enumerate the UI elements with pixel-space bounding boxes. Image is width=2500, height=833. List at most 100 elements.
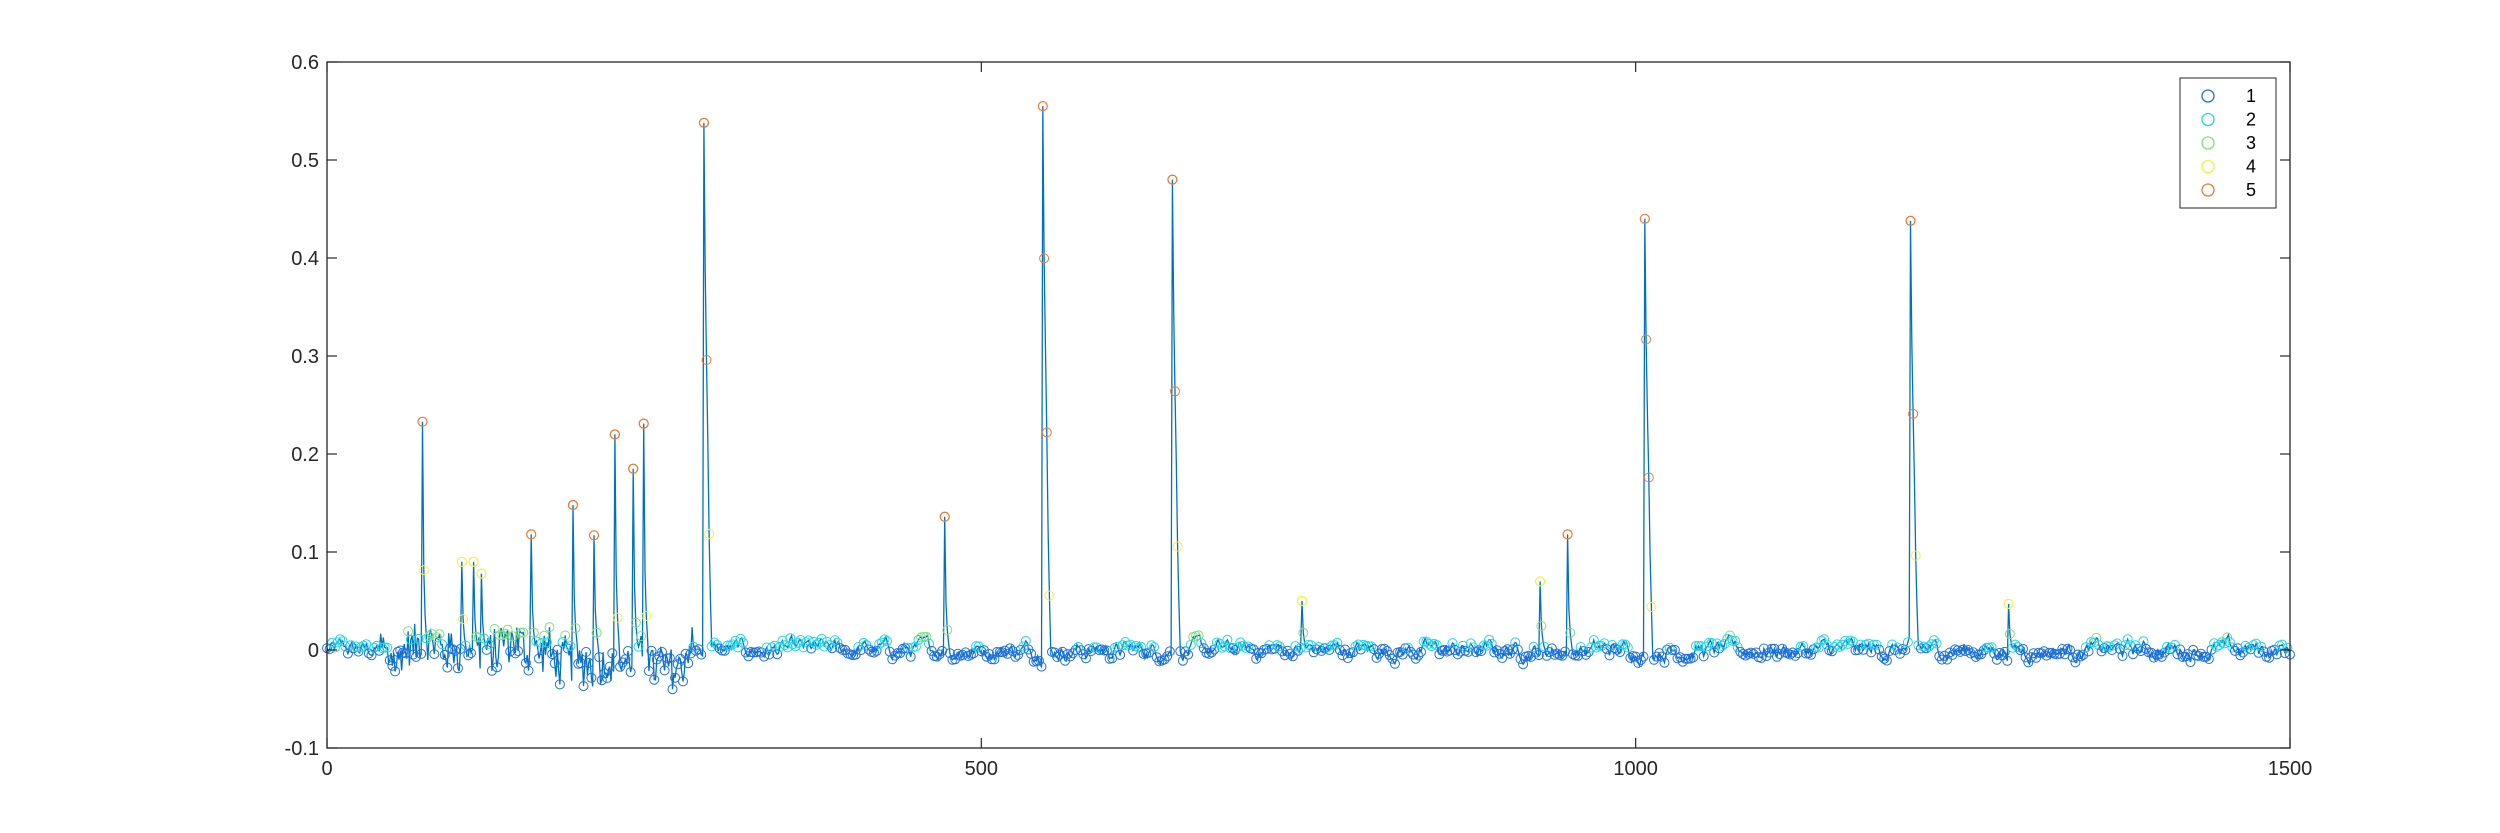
data-point-marker — [450, 645, 461, 656]
data-point-marker — [1491, 645, 1502, 656]
data-point-marker — [1968, 647, 1979, 658]
data-point-marker — [523, 665, 534, 676]
data-point-marker — [730, 635, 741, 646]
data-point-marker — [1070, 644, 1081, 655]
data-point-marker — [2088, 637, 2099, 648]
x-tick-label: 500 — [965, 758, 998, 780]
data-point-marker — [1052, 652, 1063, 662]
data-point-marker — [719, 645, 730, 656]
data-point-marker — [1787, 647, 1798, 658]
data-point-marker — [1287, 651, 1298, 662]
data-point-marker — [418, 565, 429, 576]
data-point-marker — [358, 640, 369, 651]
data-point-marker — [2130, 640, 2141, 651]
data-point-marker — [497, 630, 508, 641]
legend-marker-5 — [2201, 183, 2215, 197]
plot-area — [327, 62, 2290, 748]
data-point-marker — [1457, 640, 1468, 651]
data-point-marker — [795, 635, 806, 645]
data-point-marker — [2162, 641, 2172, 652]
data-point-marker — [1963, 645, 1974, 655]
data-point-marker — [672, 659, 683, 670]
data-point-marker — [2180, 651, 2191, 662]
data-point-marker — [1633, 657, 1644, 668]
data-point-marker — [965, 649, 976, 660]
data-point-marker — [1531, 647, 1542, 658]
data-point-marker — [1931, 638, 1942, 649]
data-point-marker — [2224, 637, 2235, 648]
data-point-marker — [829, 635, 840, 646]
data-point-marker — [1952, 645, 1963, 656]
data-point-marker — [350, 641, 361, 652]
data-point-marker — [1418, 636, 1429, 647]
data-point-marker — [2251, 638, 2261, 649]
data-point-marker — [999, 645, 1010, 656]
data-point-marker — [1730, 635, 1741, 646]
data-point-marker — [541, 637, 552, 648]
data-point-marker — [1044, 590, 1055, 601]
data-point-marker — [2109, 640, 2120, 651]
data-point-marker — [1957, 644, 1968, 655]
data-point-marker — [879, 634, 890, 645]
data-point-marker — [1806, 649, 1816, 660]
data-point-marker — [1599, 638, 1610, 649]
data-point-marker — [1706, 638, 1717, 648]
data-point-marker — [2193, 650, 2204, 661]
data-point-marker — [2036, 648, 2047, 659]
data-point-marker — [494, 630, 505, 641]
data-point-marker — [1172, 541, 1183, 552]
data-point-marker — [549, 658, 560, 669]
data-point-marker — [764, 649, 775, 660]
data-point-marker — [2120, 640, 2131, 651]
data-point-marker — [1170, 386, 1180, 397]
data-point-marker — [1617, 639, 1628, 650]
data-point-marker — [1842, 638, 1853, 649]
data-point-marker — [921, 631, 932, 642]
data-point-marker — [612, 612, 623, 623]
data-point-marker — [887, 654, 898, 665]
legend-label-4: 4 — [2246, 157, 2256, 177]
data-point-marker — [332, 637, 343, 648]
data-point-marker — [356, 642, 366, 653]
data-point-marker — [437, 639, 448, 650]
data-point-marker — [1423, 638, 1434, 649]
peak-marker — [1905, 215, 1916, 226]
data-point-marker — [2096, 646, 2107, 657]
data-point-marker — [442, 662, 453, 673]
data-point-marker — [1431, 640, 1442, 650]
data-point-marker — [1981, 642, 1992, 653]
peak-marker — [638, 418, 649, 429]
data-point-marker — [2248, 640, 2259, 650]
data-point-marker — [1230, 645, 1241, 655]
data-point-marker — [1243, 641, 1254, 652]
data-point-marker — [952, 648, 963, 659]
data-point-marker — [1036, 661, 1047, 672]
data-point-marker — [531, 636, 542, 647]
data-point-marker — [1209, 644, 1220, 655]
data-point-marker — [1149, 642, 1160, 653]
data-point-marker — [1994, 648, 2005, 658]
data-point-marker — [968, 648, 979, 659]
data-point-marker — [992, 647, 1002, 657]
data-point-marker — [1015, 644, 1026, 655]
data-point-marker — [1533, 650, 1544, 661]
data-point-marker — [2015, 645, 2026, 656]
data-point-marker — [1099, 645, 1110, 656]
data-point-marker — [2041, 650, 2052, 661]
data-point-marker — [2172, 649, 2183, 660]
data-point-marker — [413, 633, 424, 644]
data-point-marker — [934, 649, 945, 660]
data-point-marker — [816, 633, 827, 644]
data-point-marker — [1895, 648, 1905, 659]
data-point-marker — [466, 648, 476, 658]
data-point-marker — [2235, 650, 2246, 661]
data-point-marker — [678, 676, 688, 687]
data-point-marker — [1724, 630, 1735, 641]
legend: 1 2 3 4 5 — [2179, 77, 2277, 209]
data-point-marker — [1567, 649, 1578, 660]
data-point-marker — [1638, 651, 1649, 662]
data-point-marker — [539, 630, 550, 641]
data-point-marker — [607, 648, 618, 659]
data-point-marker — [1615, 647, 1625, 658]
data-point-marker — [583, 657, 594, 668]
